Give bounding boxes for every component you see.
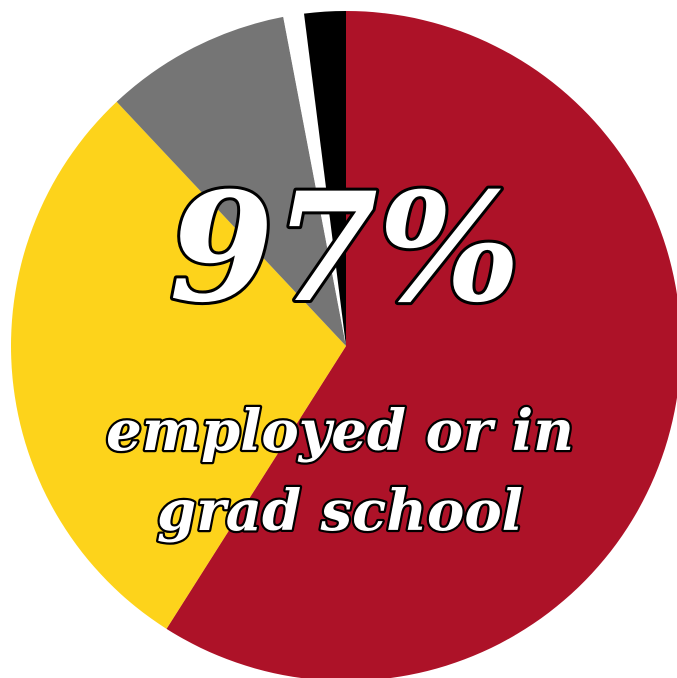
pie-slice-3	[116, 16, 346, 346]
headline-line-2: grad school	[157, 478, 523, 544]
pie-slice-1	[166, 11, 677, 678]
pie-slices	[11, 11, 677, 678]
headline-line-1: employed or in	[106, 398, 574, 464]
headline-percent: 97%	[169, 160, 520, 336]
pie-slice-5	[304, 11, 346, 346]
pie-slice-2	[11, 101, 346, 629]
pie-slice-4	[283, 13, 346, 347]
